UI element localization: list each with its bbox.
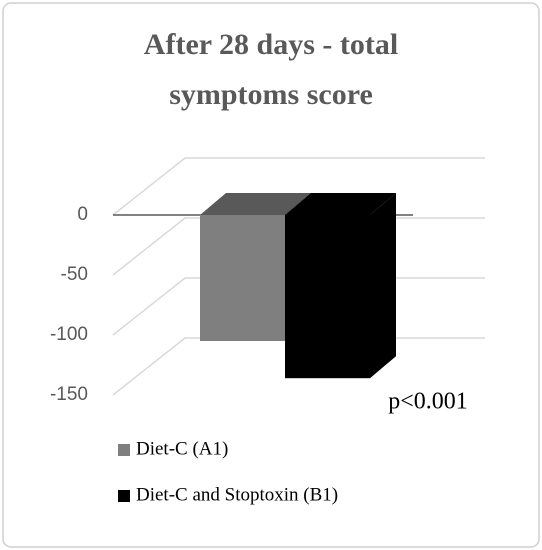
legend-label: Diet-C and Stoptoxin (B1) [136, 484, 338, 505]
bar [285, 193, 396, 379]
y-tick-label: 0 [77, 204, 88, 225]
chart-title: After 28 days - total symptoms score [144, 28, 398, 111]
y-tick-label: -100 [50, 324, 88, 345]
bar-side [370, 193, 396, 379]
bar-front [285, 215, 370, 379]
annotation: p<0.001 [388, 389, 468, 415]
grid-line [112, 157, 485, 216]
bar-top [285, 193, 396, 215]
legend-swatch [118, 490, 130, 502]
y-tick-label: -50 [61, 264, 88, 285]
y-tick-label: -150 [50, 384, 88, 405]
legend-swatch [118, 444, 130, 456]
bar-top [200, 193, 311, 215]
bar-front [200, 215, 285, 341]
legend-label: Diet-C (A1) [136, 438, 228, 459]
